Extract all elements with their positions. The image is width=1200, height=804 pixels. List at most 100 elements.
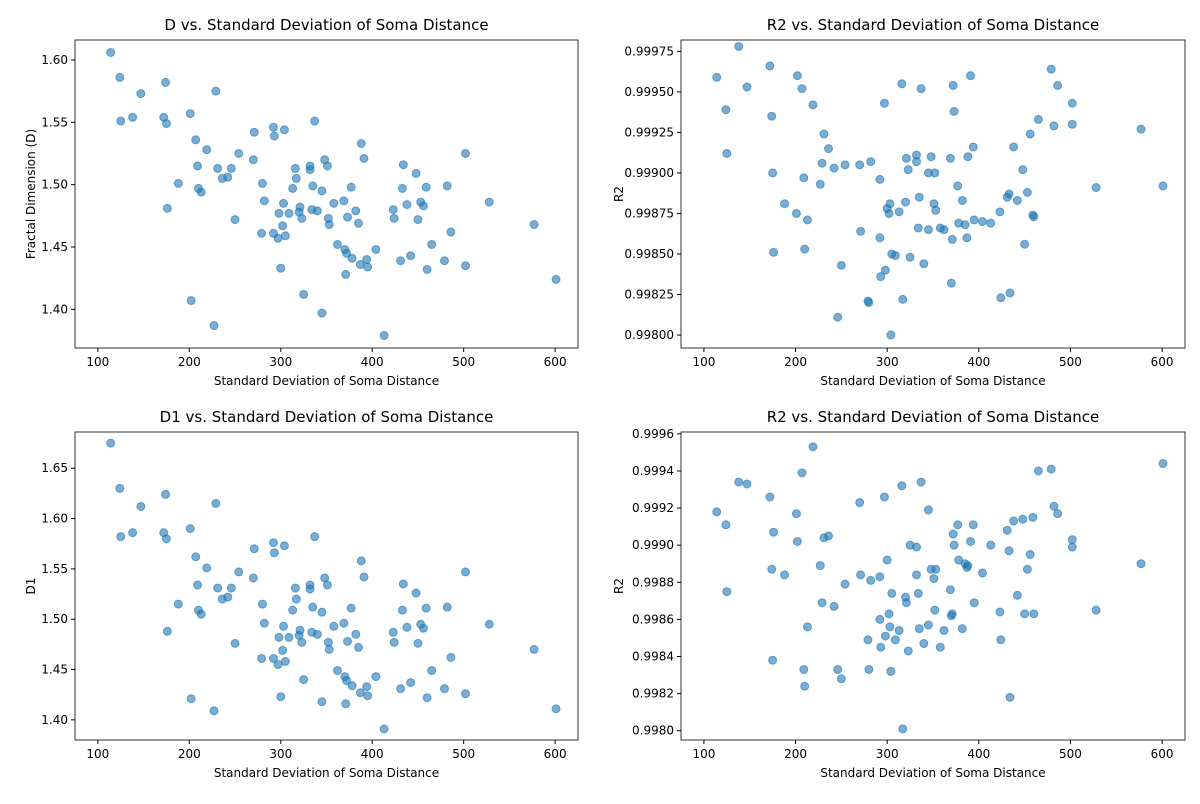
point — [324, 644, 334, 654]
point — [106, 47, 116, 57]
point — [269, 548, 279, 558]
x-axis-label: Standard Deviation of Soma Distance — [214, 374, 439, 388]
y-tick-label: 0.99925 — [624, 125, 674, 139]
point — [914, 624, 924, 634]
x-tick-label: 100 — [692, 747, 715, 761]
x-tick-label: 300 — [269, 355, 292, 369]
point — [901, 197, 911, 207]
point — [780, 199, 790, 209]
point — [259, 196, 269, 206]
point — [280, 656, 290, 666]
point — [897, 79, 907, 89]
y-tick-label: 1.45 — [41, 240, 68, 254]
point — [274, 208, 284, 218]
point — [279, 125, 289, 135]
point — [339, 196, 349, 206]
x-tick-label: 200 — [178, 355, 201, 369]
point — [259, 618, 269, 628]
point — [905, 252, 915, 262]
point — [919, 639, 929, 649]
point — [351, 206, 361, 216]
point — [427, 240, 437, 250]
point — [446, 652, 456, 662]
point — [278, 221, 288, 231]
subplot-title: D vs. Standard Deviation of Soma Distanc… — [164, 16, 488, 34]
point — [1012, 590, 1022, 600]
point — [209, 706, 219, 716]
point — [317, 697, 327, 707]
point — [912, 570, 922, 580]
point — [882, 555, 892, 565]
point — [1025, 129, 1035, 139]
y-axis-label: R2 — [612, 186, 626, 202]
point — [173, 599, 183, 609]
point — [819, 129, 829, 139]
y-tick-label: 0.9992 — [632, 501, 674, 515]
y-axis-label: D1 — [24, 578, 38, 595]
point — [833, 312, 843, 322]
y-tick-label: 1.55 — [41, 562, 68, 576]
point — [276, 692, 286, 702]
point — [389, 637, 399, 647]
point — [191, 552, 201, 562]
y-tick-label: 0.99950 — [624, 85, 674, 99]
point — [1067, 98, 1077, 108]
point — [406, 678, 416, 688]
point — [1049, 501, 1059, 511]
point — [396, 256, 406, 266]
point — [295, 625, 305, 635]
point — [273, 660, 283, 670]
point — [329, 198, 339, 208]
x-tick-label: 400 — [361, 355, 384, 369]
point — [875, 174, 885, 184]
point — [297, 637, 307, 647]
point — [929, 574, 939, 584]
point — [223, 172, 233, 182]
point — [880, 631, 890, 641]
y-tick-label: 1.65 — [41, 461, 68, 475]
y-tick-label: 1.40 — [41, 302, 68, 316]
point — [257, 178, 267, 188]
point — [413, 215, 423, 225]
point — [363, 691, 373, 701]
point — [996, 293, 1006, 303]
point — [284, 632, 294, 642]
y-tick-label: 0.99825 — [624, 288, 674, 302]
point — [1025, 549, 1035, 559]
point — [1020, 239, 1030, 249]
subplot: R2 vs. Standard Deviation of Soma Distan… — [612, 16, 1186, 388]
point — [290, 163, 300, 173]
y-tick-label: 1.55 — [41, 115, 68, 129]
point — [800, 681, 810, 691]
point — [1136, 124, 1146, 134]
point — [791, 509, 801, 519]
point — [274, 632, 284, 642]
point — [901, 598, 911, 608]
point — [115, 72, 125, 82]
axes-frame — [74, 431, 579, 741]
point — [1018, 514, 1028, 524]
point — [780, 570, 790, 580]
y-tick-label: 0.9988 — [632, 575, 674, 589]
point — [1022, 564, 1032, 574]
point — [196, 187, 206, 197]
point — [421, 603, 431, 613]
y-tick-label: 0.99800 — [624, 328, 674, 342]
x-tick-label: 200 — [784, 355, 807, 369]
point — [305, 584, 315, 594]
point — [317, 186, 327, 196]
point — [840, 579, 850, 589]
x-tick-label: 100 — [86, 355, 109, 369]
point — [1004, 546, 1014, 556]
point — [461, 567, 471, 577]
y-tick-label: 0.99975 — [624, 44, 674, 58]
point — [886, 330, 896, 340]
point — [226, 583, 236, 593]
point — [935, 642, 945, 652]
point — [211, 498, 221, 508]
subplot-title: R2 vs. Standard Deviation of Soma Distan… — [767, 408, 1100, 426]
point — [106, 438, 116, 448]
point — [966, 536, 976, 546]
point — [396, 684, 406, 694]
point — [332, 666, 342, 676]
